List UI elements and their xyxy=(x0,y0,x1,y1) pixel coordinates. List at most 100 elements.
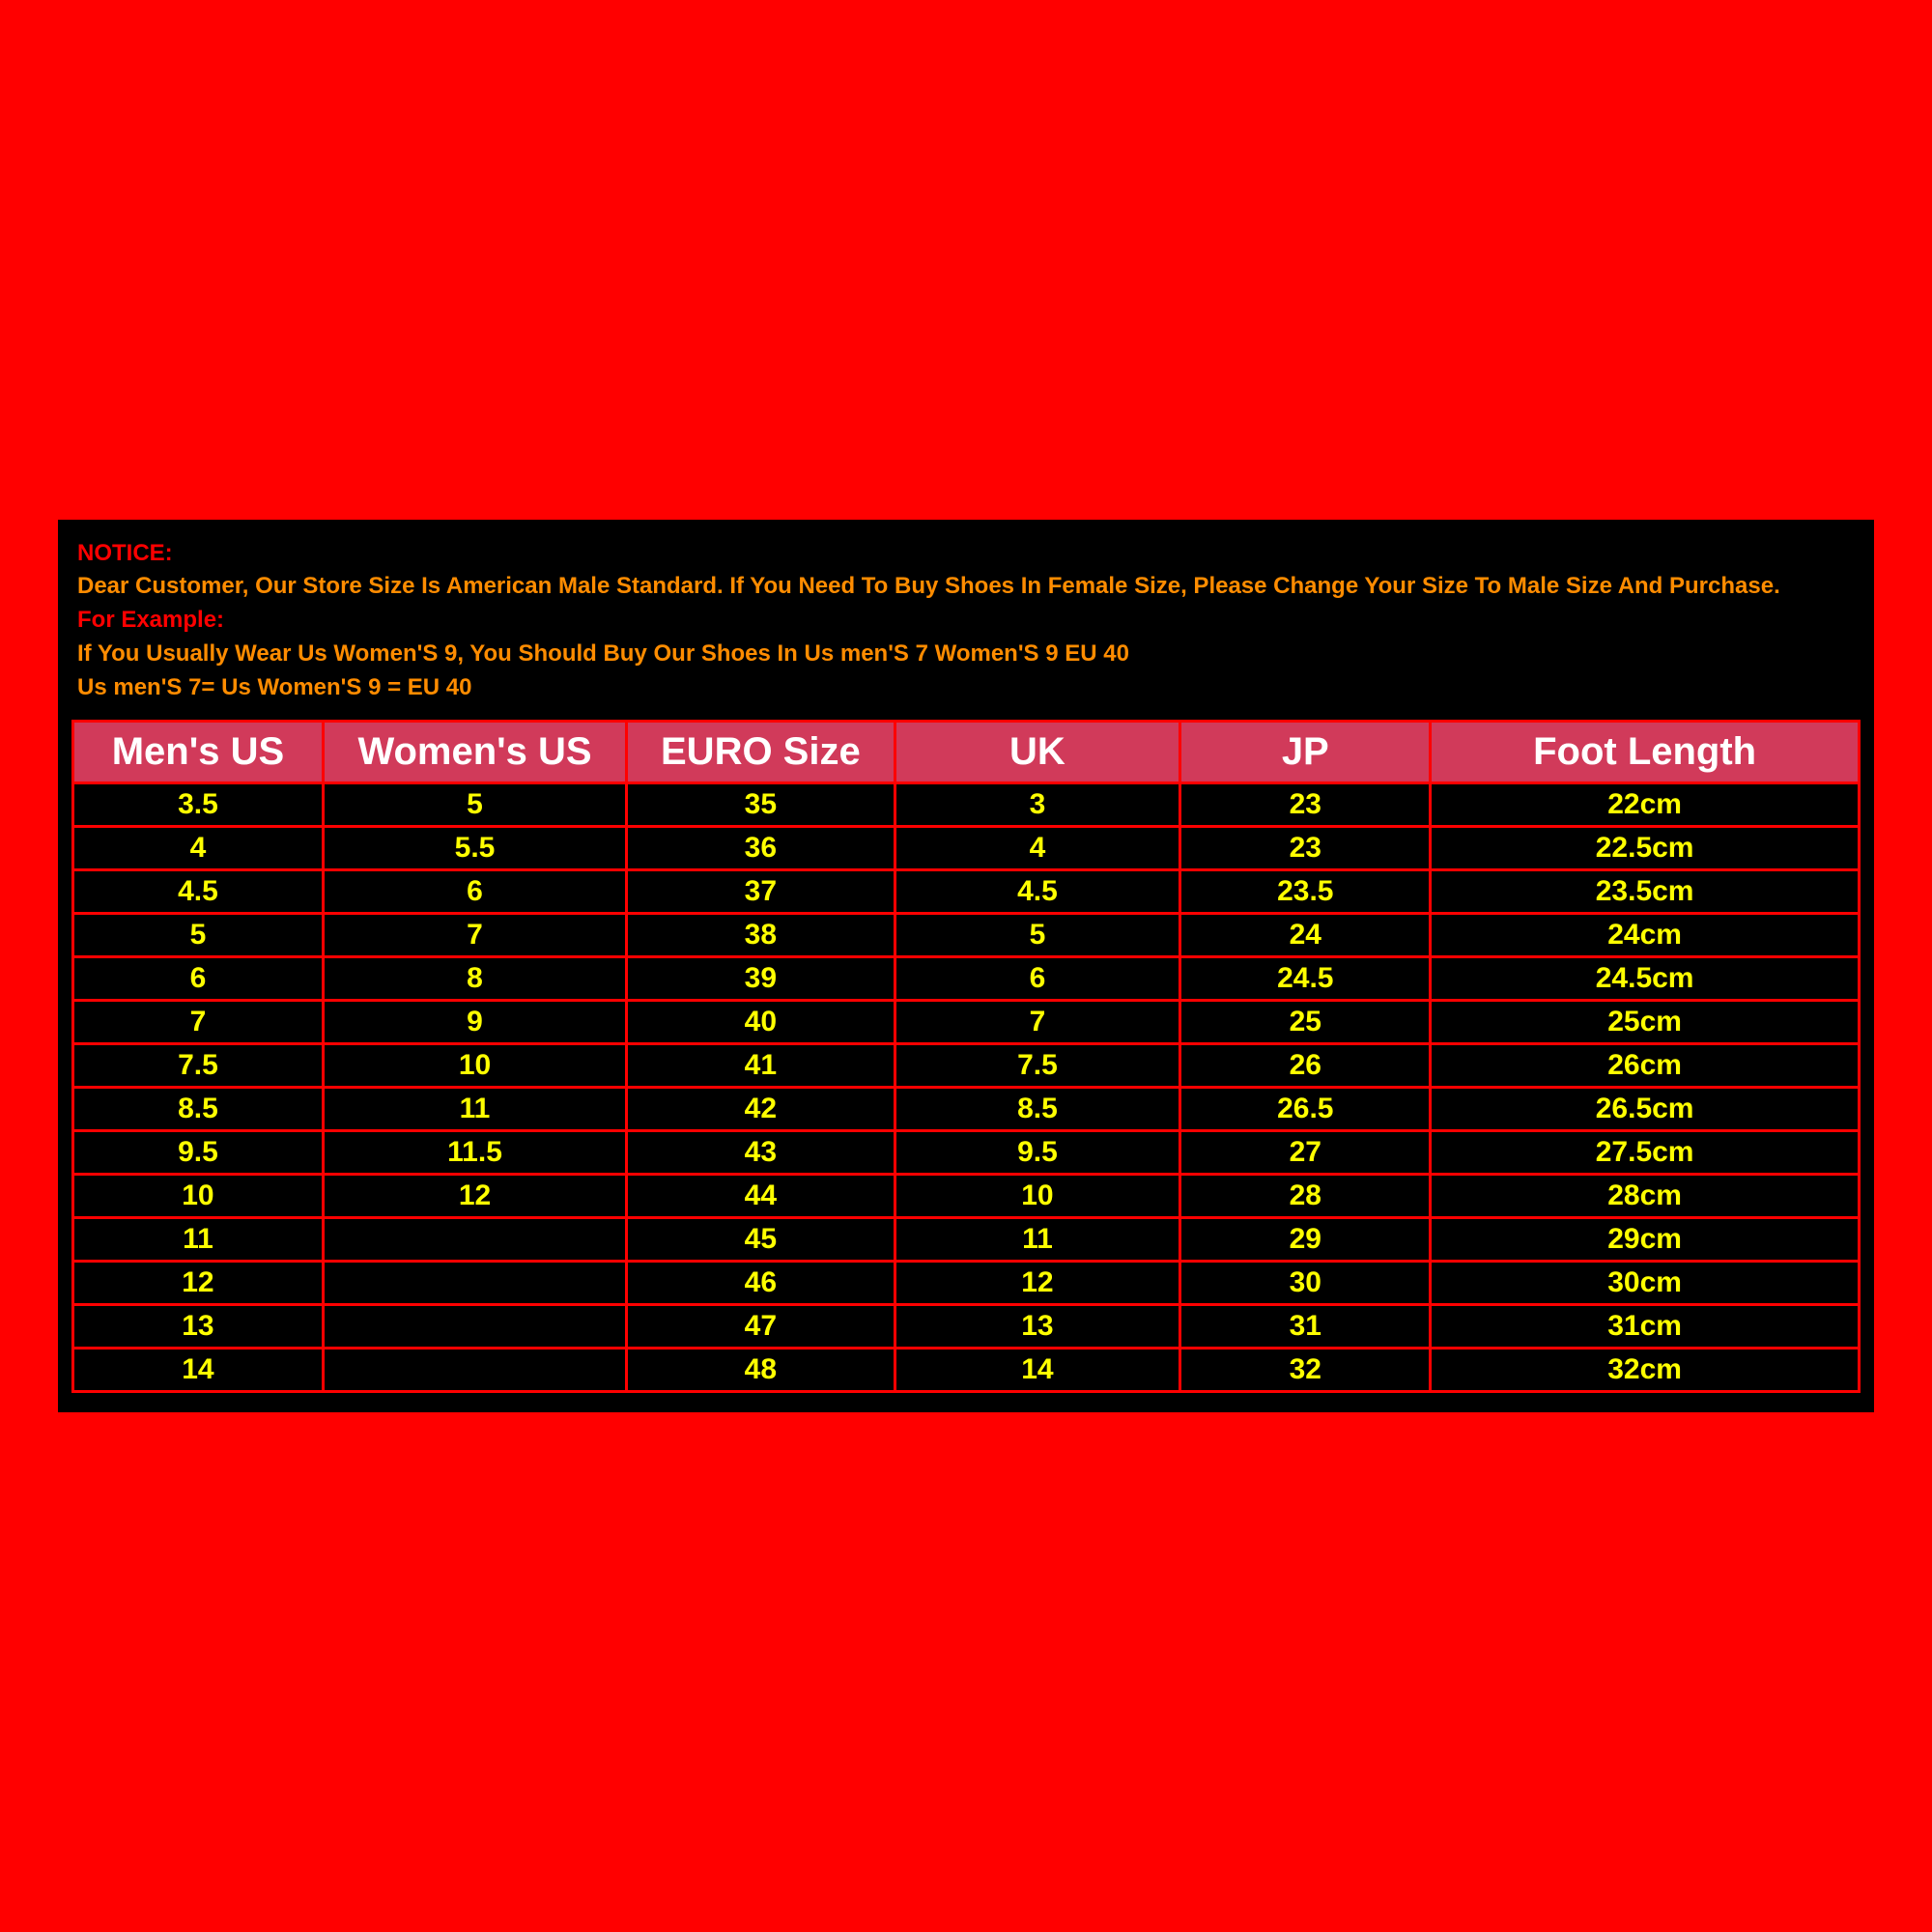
table-cell: 23 xyxy=(1180,827,1431,870)
size-table-body: 3.553532322cm45.53642322.5cm4.56374.523.… xyxy=(73,783,1860,1392)
table-cell: 41 xyxy=(627,1044,895,1088)
table-cell: 7 xyxy=(895,1001,1180,1044)
table-cell: 11.5 xyxy=(323,1131,626,1175)
table-cell: 22.5cm xyxy=(1431,827,1860,870)
table-cell: 7 xyxy=(323,914,626,957)
table-cell: 42 xyxy=(627,1088,895,1131)
table-cell: 5 xyxy=(323,783,626,827)
table-cell: 14 xyxy=(73,1349,324,1392)
table-cell: 14 xyxy=(895,1349,1180,1392)
table-cell: 40 xyxy=(627,1001,895,1044)
table-cell: 6 xyxy=(895,957,1180,1001)
table-cell: 9.5 xyxy=(895,1131,1180,1175)
table-row: 4.56374.523.523.5cm xyxy=(73,870,1860,914)
table-cell: 8 xyxy=(323,957,626,1001)
table-cell: 29 xyxy=(1180,1218,1431,1262)
size-chart-panel: NOTICE: Dear Customer, Our Store Size Is… xyxy=(58,520,1874,1413)
table-cell: 36 xyxy=(627,827,895,870)
table-cell: 26.5cm xyxy=(1431,1088,1860,1131)
col-mens-us: Men's US xyxy=(73,722,324,783)
table-cell: 38 xyxy=(627,914,895,957)
table-cell: 32cm xyxy=(1431,1349,1860,1392)
table-cell: 30cm xyxy=(1431,1262,1860,1305)
table-cell: 44 xyxy=(627,1175,895,1218)
table-row: 1145112929cm xyxy=(73,1218,1860,1262)
table-cell: 10 xyxy=(323,1044,626,1088)
table-row: 7.510417.52626cm xyxy=(73,1044,1860,1088)
table-cell: 23.5cm xyxy=(1431,870,1860,914)
size-table: Men's US Women's US EURO Size UK JP Foot… xyxy=(71,720,1861,1393)
col-foot-length: Foot Length xyxy=(1431,722,1860,783)
table-cell: 9 xyxy=(323,1001,626,1044)
table-cell: 12 xyxy=(73,1262,324,1305)
table-row: 45.53642322.5cm xyxy=(73,827,1860,870)
table-row: 1246123030cm xyxy=(73,1262,1860,1305)
table-cell: 25cm xyxy=(1431,1001,1860,1044)
table-cell: 43 xyxy=(627,1131,895,1175)
table-cell: 3.5 xyxy=(73,783,324,827)
table-cell: 27.5cm xyxy=(1431,1131,1860,1175)
table-cell: 7.5 xyxy=(73,1044,324,1088)
table-cell: 5.5 xyxy=(323,827,626,870)
table-cell: 3 xyxy=(895,783,1180,827)
table-cell: 26cm xyxy=(1431,1044,1860,1088)
table-cell: 28 xyxy=(1180,1175,1431,1218)
table-cell: 24.5cm xyxy=(1431,957,1860,1001)
table-cell: 12 xyxy=(895,1262,1180,1305)
notice-line-1: NOTICE: xyxy=(77,537,1855,571)
table-cell: 48 xyxy=(627,1349,895,1392)
table-cell: 26.5 xyxy=(1180,1088,1431,1131)
table-cell: 11 xyxy=(323,1088,626,1131)
table-cell: 39 xyxy=(627,957,895,1001)
notice-line-4: If You Usually Wear Us Women'S 9, You Sh… xyxy=(77,638,1855,671)
table-cell: 7.5 xyxy=(895,1044,1180,1088)
table-row: 1448143232cm xyxy=(73,1349,1860,1392)
notice-line-3: For Example: xyxy=(77,604,1855,638)
table-row: 794072525cm xyxy=(73,1001,1860,1044)
table-cell: 10 xyxy=(895,1175,1180,1218)
table-cell: 8.5 xyxy=(73,1088,324,1131)
table-cell: 7 xyxy=(73,1001,324,1044)
table-cell: 13 xyxy=(895,1305,1180,1349)
table-cell: 28cm xyxy=(1431,1175,1860,1218)
table-cell: 8.5 xyxy=(895,1088,1180,1131)
table-cell: 4.5 xyxy=(895,870,1180,914)
table-cell: 24.5 xyxy=(1180,957,1431,1001)
table-cell xyxy=(323,1262,626,1305)
notice-line-5: Us men'S 7= Us Women'S 9 = EU 40 xyxy=(77,671,1855,705)
table-row: 6839624.524.5cm xyxy=(73,957,1860,1001)
table-cell: 32 xyxy=(1180,1349,1431,1392)
table-cell: 30 xyxy=(1180,1262,1431,1305)
table-cell: 31cm xyxy=(1431,1305,1860,1349)
table-cell: 6 xyxy=(73,957,324,1001)
table-cell: 5 xyxy=(73,914,324,957)
table-cell: 24cm xyxy=(1431,914,1860,957)
table-row: 9.511.5439.52727.5cm xyxy=(73,1131,1860,1175)
table-cell: 29cm xyxy=(1431,1218,1860,1262)
table-cell: 4.5 xyxy=(73,870,324,914)
table-cell: 26 xyxy=(1180,1044,1431,1088)
table-cell: 27 xyxy=(1180,1131,1431,1175)
table-cell: 35 xyxy=(627,783,895,827)
table-cell: 23 xyxy=(1180,783,1431,827)
col-euro-size: EURO Size xyxy=(627,722,895,783)
table-cell: 47 xyxy=(627,1305,895,1349)
table-cell: 13 xyxy=(73,1305,324,1349)
table-cell: 45 xyxy=(627,1218,895,1262)
table-cell: 10 xyxy=(73,1175,324,1218)
table-cell: 46 xyxy=(627,1262,895,1305)
table-row: 573852424cm xyxy=(73,914,1860,957)
table-row: 1347133131cm xyxy=(73,1305,1860,1349)
table-row: 8.511428.526.526.5cm xyxy=(73,1088,1860,1131)
table-cell: 5 xyxy=(895,914,1180,957)
table-cell: 24 xyxy=(1180,914,1431,957)
table-cell: 23.5 xyxy=(1180,870,1431,914)
col-womens-us: Women's US xyxy=(323,722,626,783)
table-cell: 4 xyxy=(895,827,1180,870)
size-table-head: Men's US Women's US EURO Size UK JP Foot… xyxy=(73,722,1860,783)
table-cell: 12 xyxy=(323,1175,626,1218)
table-cell xyxy=(323,1218,626,1262)
table-cell: 25 xyxy=(1180,1001,1431,1044)
table-row: 3.553532322cm xyxy=(73,783,1860,827)
notice-line-2: Dear Customer, Our Store Size Is America… xyxy=(77,570,1855,604)
